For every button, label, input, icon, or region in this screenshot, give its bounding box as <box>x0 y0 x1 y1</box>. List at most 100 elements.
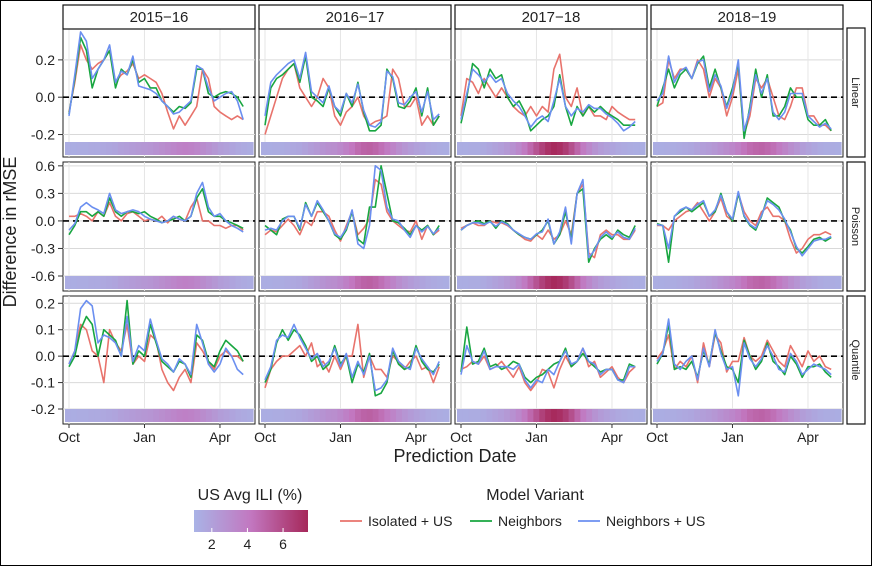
ili-strip-cell <box>776 142 783 155</box>
ili-strip-cell <box>729 409 736 422</box>
ili-strip-cell <box>223 276 231 289</box>
ili-strip-cell <box>372 142 380 155</box>
ili-strip-cell <box>592 409 599 422</box>
ili-strip-cell <box>313 276 321 289</box>
ili-strip-cell <box>200 142 207 155</box>
ili-strip-cell <box>123 142 131 155</box>
ili-strip-cell <box>474 409 482 422</box>
ili-strip-cell <box>457 409 464 422</box>
series-line-neighbors-us <box>68 181 244 233</box>
ili-strip-cell <box>658 276 666 289</box>
ili-strip-cell <box>302 142 309 155</box>
y-tick-label: 0.0 <box>36 89 56 105</box>
x-tick-label: Apr <box>209 429 231 445</box>
ili-strip-cell <box>527 276 534 289</box>
ili-strip-cell <box>688 142 695 155</box>
ili-strip-cell <box>343 409 350 422</box>
ili-strip-cell <box>229 142 236 155</box>
ili-strip-cell <box>211 409 219 422</box>
column-strips: 2015−16 2016−17 2017−18 2018−19 <box>62 4 844 30</box>
ili-strip-cell <box>217 142 225 155</box>
ili-legend-tick-label: 4 <box>244 536 252 552</box>
ili-strip-cell <box>823 276 830 289</box>
ili-strip-cell <box>325 276 333 289</box>
ili-strip-cell <box>176 409 184 422</box>
row-header-box <box>846 161 866 292</box>
ili-strip-cell <box>717 409 725 422</box>
row-header-label: Poisson <box>849 207 861 246</box>
ili-strip-cell <box>609 276 617 289</box>
ili-strip-cell <box>337 276 344 289</box>
ili-strip-cell <box>135 409 142 422</box>
ili-strip-cell <box>82 276 90 289</box>
ili-strip-cell <box>621 142 628 155</box>
ili-strip-cell <box>337 142 344 155</box>
ili-strip-cell <box>700 276 707 289</box>
ili-strip-cell <box>752 276 760 289</box>
ili-strip-cell <box>682 142 689 155</box>
ili-strip-cell <box>639 142 646 155</box>
ili-strip-cell <box>562 142 570 155</box>
ili-strip-cell <box>486 142 493 155</box>
ili-strip-cell <box>694 142 701 155</box>
series-line-neighbors-us <box>656 190 832 257</box>
ili-strip-cell <box>717 276 725 289</box>
ili-strip-cell <box>349 276 356 289</box>
ili-legend: US Avg ILI (%) 2 4 6 <box>194 487 308 552</box>
ili-strip-cell <box>266 276 274 289</box>
x-tick-label: Apr <box>797 429 819 445</box>
ili-strip-cell <box>504 142 511 155</box>
ili-strip-cell <box>235 276 242 289</box>
ili-strip-cell <box>235 142 242 155</box>
ili-strip-cell <box>574 276 581 289</box>
ili-strip-cell <box>539 142 546 155</box>
panel-frame <box>454 161 648 292</box>
ili-strip-cell <box>284 409 291 422</box>
ili-strip-cell <box>580 409 587 422</box>
ili-strip-cell <box>360 142 368 155</box>
ili-strip-cell <box>290 276 297 289</box>
ili-strip-cell <box>349 142 356 155</box>
ili-strip-cell <box>82 409 90 422</box>
ili-strip-cell <box>747 409 754 422</box>
ili-strip-cell <box>533 142 540 155</box>
ili-strip-cell <box>413 142 421 155</box>
ili-strip-cell <box>396 276 403 289</box>
x-tick-label: Oct <box>646 429 668 445</box>
panel-frame <box>62 161 256 292</box>
ili-strip-cell <box>509 142 517 155</box>
ili-strip-cell <box>788 276 795 289</box>
ili-strip-cell <box>431 276 438 289</box>
ili-strip-cell <box>758 142 766 155</box>
ili-strip-cell <box>711 409 719 422</box>
ili-strip-cell <box>319 142 327 155</box>
ili-strip-cell <box>431 409 438 422</box>
ili-strip-cell <box>533 409 540 422</box>
x-tick-label: Jan <box>133 429 156 445</box>
ili-strip-cell <box>413 276 421 289</box>
ili-strip-cell <box>261 409 268 422</box>
ili-strip-cell <box>396 142 403 155</box>
ili-strip-cell <box>711 142 719 155</box>
ili-strip-cell <box>384 276 391 289</box>
ili-strip-cell <box>556 409 564 422</box>
ili-strip-cell <box>688 409 695 422</box>
row-header-box <box>846 27 866 158</box>
x-axis-title: Prediction Date <box>393 446 516 466</box>
ili-strip-cell <box>705 142 713 155</box>
ili-strip-cell <box>141 409 148 422</box>
ili-strip-cell <box>106 276 113 289</box>
ili-strip-cell <box>747 276 754 289</box>
ili-strip-cell <box>194 276 201 289</box>
ili-strip-cell <box>835 409 842 422</box>
ili-strip-cell <box>355 409 362 422</box>
ili-strip-cell <box>462 409 470 422</box>
ili-strip-cell <box>664 276 672 289</box>
ili-strip-cell <box>633 142 640 155</box>
ili-strip-cell <box>372 276 380 289</box>
ili-strip-cell <box>480 409 487 422</box>
ili-strip-cell <box>325 409 333 422</box>
variant-legend-title: Model Variant <box>486 487 584 504</box>
ili-legend-gradient <box>194 510 308 532</box>
ili-strip-cell <box>76 142 84 155</box>
